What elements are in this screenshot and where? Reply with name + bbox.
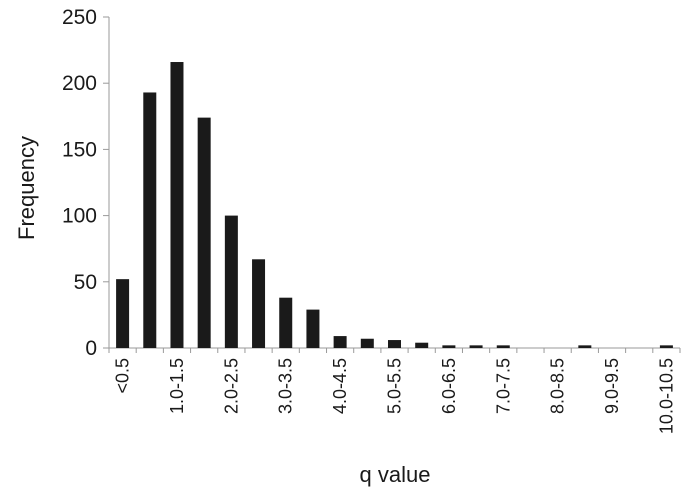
bar-<0.5 (116, 279, 130, 348)
x-axis-title: q value (360, 462, 431, 487)
y-tick-label: 250 (62, 6, 97, 29)
bar-3.5-4.0 (306, 309, 320, 348)
bar-5.0-5.5 (388, 340, 401, 348)
bar-2.0-2.5 (224, 215, 238, 348)
x-tick-label: 7.0-7.5 (493, 358, 513, 414)
y-axis-title: Frequency (14, 136, 39, 240)
y-tick-label: 200 (62, 72, 97, 95)
x-tick-label: <0.5 (113, 358, 133, 394)
x-axis: <0.5 1.0-1.5 2.0-2.5 3.0-3.5 4.0-4.5 5.0-5.5 6… (108, 347, 681, 434)
y-tick-label: 100 (62, 205, 97, 228)
bar-7.0-7.5 (496, 345, 510, 348)
bar-2.5-3.0 (252, 259, 266, 348)
bar-1.5-2.0 (197, 117, 211, 349)
bar-6.5-7.0 (469, 345, 483, 348)
x-tick-label: 9.0-9.5 (602, 358, 622, 414)
bar-6.0-6.5 (442, 345, 456, 348)
y-tick-label: 150 (62, 138, 97, 161)
x-tick-label: 3.0-3.5 (276, 358, 296, 414)
bar-0.5-1.0 (143, 92, 157, 348)
bar-4.5-5.0 (360, 338, 374, 348)
x-tick-label: 8.0-8.5 (548, 358, 568, 414)
bars (116, 62, 673, 349)
bar-3.0-3.5 (279, 297, 293, 348)
bar-5.5-6.0 (415, 342, 429, 348)
x-tick-label: 1.0-1.5 (167, 358, 187, 414)
x-tick-label: 5.0-5.5 (385, 358, 405, 414)
y-tick-label: 0 (85, 337, 97, 360)
x-tick-label: 2.0-2.5 (221, 358, 241, 414)
bar-10.0-10.5 (659, 345, 673, 348)
y-axis: 0 50 100 150 200 250 (62, 6, 110, 360)
bar-8.5-9.0 (578, 345, 592, 348)
bar-1.0-1.5 (170, 62, 184, 349)
bar-4.0-4.5 (333, 336, 347, 348)
x-tick-label: 6.0-6.5 (439, 358, 459, 414)
x-tick-label: 10.0-10.5 (656, 358, 676, 434)
y-tick-label: 50 (74, 271, 97, 294)
x-tick-label: 4.0-4.5 (330, 358, 350, 414)
